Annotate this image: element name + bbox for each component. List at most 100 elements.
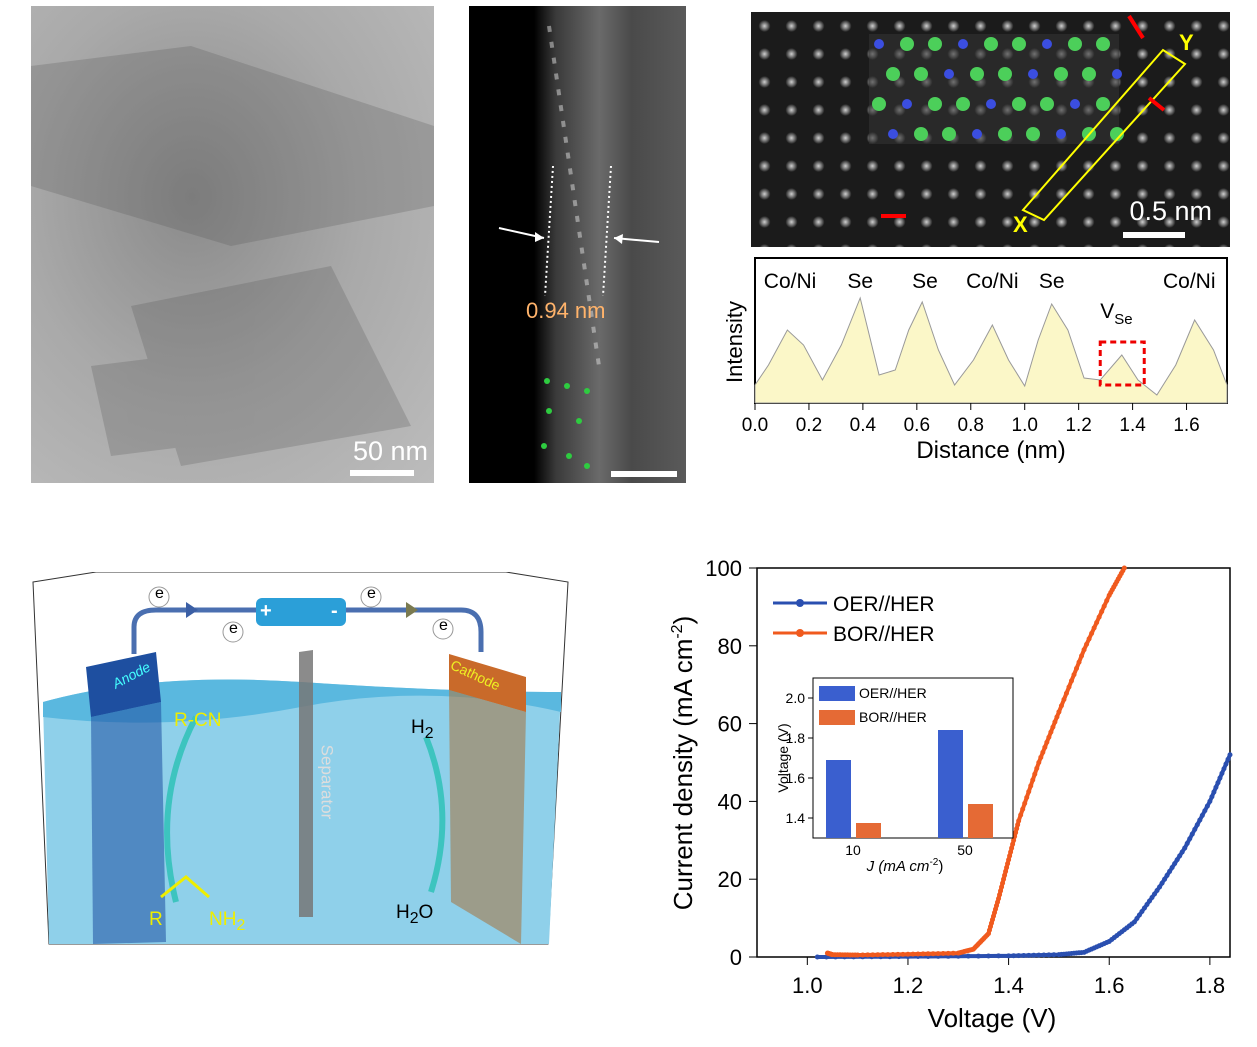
data-point [1011,953,1017,959]
y-axis-label: Intensity [722,301,747,383]
data-point [1046,952,1052,958]
data-point [900,951,906,957]
se-atom [1054,67,1068,81]
y-tick-label: 60 [718,712,742,737]
data-point [1004,865,1010,871]
data-point [1215,780,1221,786]
data-point [1001,876,1007,882]
se-atom [942,127,956,141]
y-tick-label: 1.6 [786,770,806,786]
data-point [910,951,916,957]
data-point [1063,690,1069,696]
electrolyzer-schematic: e e e e + - Anode Cathode Separator R-CN… [31,571,571,950]
data-point [1002,872,1008,878]
data-point [1172,861,1178,867]
data-point [1046,734,1052,740]
legend-label: OER//HER [833,593,935,616]
data-point [1030,777,1036,783]
se-atom [1110,127,1124,141]
se-atom [1026,127,1040,141]
subscript: 2 [424,724,434,742]
x-tick-label: 0.0 [742,415,768,436]
data-point [1086,636,1092,642]
data-point [1204,803,1210,809]
se-atom [928,37,942,51]
data-point [1013,830,1019,836]
data-point [1048,729,1054,735]
lattice-overlay [498,25,677,477]
data-point [1066,684,1072,690]
metal-atom [1028,69,1038,79]
data-point [1016,953,1022,959]
inset-x-label: J (mA cm-2) [866,857,944,875]
data-point [1036,760,1042,765]
data-point [1006,857,1012,863]
data-point [1164,872,1170,878]
se-atom [1068,37,1082,51]
data-point [1227,752,1233,758]
x-tick-label: 1.4 [1119,415,1146,436]
data-point [1044,739,1050,745]
subscript: 2 [409,909,419,927]
data-point [1056,709,1062,715]
data-point [998,888,1004,894]
data-point [1091,625,1097,631]
se-atom [1012,97,1026,111]
bar [968,804,993,838]
data-point [1024,795,1030,801]
data-point [1194,822,1200,828]
data-point [1159,880,1165,886]
data-point [1096,614,1102,620]
electron-label: e [155,585,164,602]
data-point [1169,865,1175,871]
se-atom [998,127,1012,141]
data-point [1152,891,1158,897]
data-point [1040,749,1046,755]
data-point [1051,952,1057,958]
data-point [925,951,931,957]
peak-label: Se [912,270,938,293]
data-point [1121,565,1127,571]
data-point [975,953,981,959]
metal-atom [944,69,954,79]
x-tick-label: 10 [845,842,861,858]
data-point [996,896,1002,902]
data-point [1026,789,1032,795]
data-point [1154,887,1160,893]
scale-bar-label: 0.5 nm [1129,196,1212,226]
y-axis-label: Current density (mA cm-2) [668,616,698,911]
legend-marker [796,629,804,637]
line-end-label: Y [1179,30,1194,55]
se-atom [998,67,1012,81]
se-atom [872,97,886,111]
data-point [1008,849,1014,855]
metal-atom [986,99,996,109]
scale-bar [350,470,414,476]
data-point [915,951,921,957]
data-point [1219,770,1225,776]
x-tick-label: 0.8 [958,415,984,436]
peak-label: Co/Ni [966,270,1019,293]
data-point [1207,798,1213,804]
data-point [875,952,881,958]
data-point [1054,714,1060,720]
data-point [890,952,896,958]
data-point [1042,744,1048,750]
data-point [1076,659,1082,665]
data-point [814,954,820,960]
intensity-profile [754,296,1228,404]
x-tick-label: 0.2 [796,415,822,436]
data-point [996,953,1002,959]
peak-label: Co/Ni [1163,270,1216,293]
legend-label: BOR//HER [833,623,935,646]
data-point [1199,812,1205,818]
se-atom [886,67,900,81]
y-tick-label: 20 [718,867,742,892]
data-point [965,953,971,959]
data-point [905,951,911,957]
reactant-water: H2O [396,902,433,928]
data-point [1020,806,1026,812]
y-tick-label: 80 [718,634,742,659]
data-point [1015,822,1021,828]
y-tick-label: 100 [705,556,742,581]
